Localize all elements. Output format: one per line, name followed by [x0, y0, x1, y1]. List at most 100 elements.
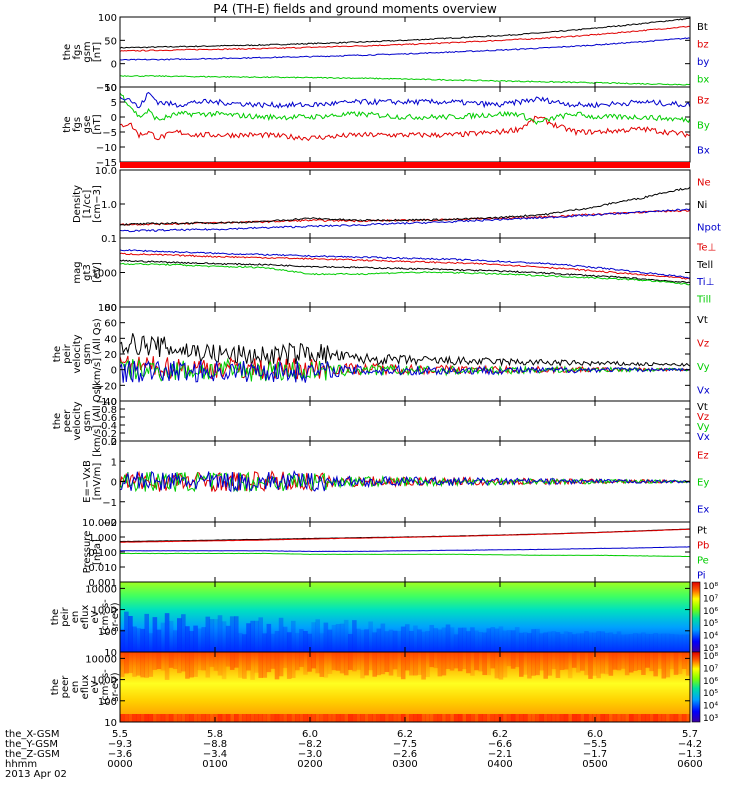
spectrogram-column — [514, 627, 520, 652]
colorbar-label: 10⁵ — [703, 689, 718, 699]
spectrogram-column — [510, 652, 516, 669]
spectrogram-column — [221, 652, 227, 680]
spectrogram-column — [238, 714, 243, 722]
spectrogram-column — [616, 652, 622, 671]
spectrogram-column — [633, 633, 638, 652]
x-tick-label: 5.8 — [207, 729, 223, 740]
spectrogram-column — [282, 652, 288, 668]
panel-frame — [119, 521, 691, 583]
spectrogram-column — [620, 714, 626, 722]
y-axis-label-line: eV — [90, 610, 101, 623]
y-axis-label-line: the — [50, 609, 61, 625]
data-gap-bar — [120, 162, 690, 168]
spectrogram-column — [555, 632, 561, 652]
spectrogram-column — [388, 714, 394, 722]
spectrogram-column — [519, 714, 524, 722]
spectrogram-column — [486, 628, 491, 652]
x-tick-label: 6.0 — [587, 729, 603, 740]
series-line-Bt — [119, 17, 691, 49]
spectrogram-column — [168, 620, 174, 652]
spectrogram-column — [368, 621, 373, 652]
y-tick-label: 1000 — [92, 606, 117, 617]
spectrogram-column — [523, 652, 528, 675]
spectrogram-column — [323, 622, 329, 652]
series-line-Tell — [119, 259, 691, 284]
y-axis-label-line: eflux — [80, 605, 91, 630]
spectrogram-column — [559, 652, 565, 671]
x-axis-row-label: the_Z-GSM — [5, 749, 60, 760]
spectrogram-column — [140, 628, 145, 652]
spectrogram-column — [608, 652, 614, 676]
spectrogram-column — [274, 652, 280, 680]
legend-Tell: Tell — [696, 260, 713, 271]
plot-title: P4 (TH-E) fields and ground moments over… — [213, 2, 497, 16]
y-tick-label: 10.000 — [82, 518, 117, 529]
y-tick-label: 0.0 — [101, 437, 117, 448]
series-line-Pt — [119, 528, 690, 543]
y-axis-label-line: peir — [62, 343, 73, 363]
legend-Bx: Bx — [697, 146, 710, 157]
spectrogram-column — [221, 621, 227, 652]
spectrogram-column — [193, 714, 198, 722]
x-tick-label: −8.8 — [203, 739, 227, 750]
spectrogram-column — [580, 633, 585, 652]
spectrogram-column — [392, 630, 398, 652]
spectrogram-column — [234, 652, 239, 668]
spectrogram-column — [189, 631, 194, 652]
spectrogram-column — [286, 632, 292, 652]
spectrogram-column — [417, 652, 422, 675]
spectrogram-column — [531, 714, 536, 722]
x-tick-label: 5.7 — [682, 729, 698, 740]
spectrogram-column — [262, 714, 268, 722]
spectrogram-column — [242, 714, 247, 722]
spectrogram-column — [592, 632, 597, 652]
legend-Vz: Vz — [697, 412, 709, 423]
spectrogram-column — [266, 714, 272, 722]
spectrogram-column — [453, 634, 459, 652]
spectrogram-column — [238, 633, 243, 652]
spectrogram-column — [559, 714, 565, 722]
spectrogram-column — [250, 620, 255, 652]
spectrogram-column — [299, 714, 304, 722]
spectrogram-column — [437, 714, 443, 722]
spectrogram-column — [685, 652, 691, 676]
legend-Vz: Vz — [697, 338, 709, 349]
x-axis-row-label: the_X-GSM — [5, 729, 59, 740]
spectrogram-column — [132, 714, 137, 722]
spectrogram-column — [148, 652, 154, 677]
spectrogram-column — [596, 714, 601, 722]
legend-Pt: Pt — [697, 526, 707, 537]
spectrogram-column — [254, 620, 259, 652]
spectrogram-column — [523, 714, 528, 722]
spectrogram-column — [567, 714, 573, 722]
spectrogram-column — [225, 714, 231, 722]
spectrogram-column — [209, 619, 215, 652]
spectrogram-column — [543, 714, 548, 722]
spectrogram-column — [392, 714, 398, 722]
y-tick-label: 10 — [104, 718, 117, 729]
x-tick-label: −3.6 — [108, 749, 132, 760]
legend-Te⊥: Te⊥ — [696, 243, 716, 254]
series-line-Npot — [119, 208, 691, 233]
spectrogram-column — [665, 633, 671, 652]
spectrogram-column — [217, 615, 223, 652]
colorbar-label: 10⁷ — [703, 594, 718, 604]
spectrogram-column — [563, 714, 569, 722]
spectrogram-column — [380, 623, 386, 652]
spectrogram-column — [478, 714, 483, 722]
spectrogram-column — [225, 625, 231, 652]
spectrogram-column — [413, 625, 418, 652]
spectrogram-column — [185, 652, 190, 679]
spectrogram-column — [152, 617, 158, 652]
spectrogram-column — [576, 714, 581, 722]
spectrogram-column — [291, 652, 296, 679]
spectrogram-column — [246, 652, 251, 671]
y-axis-label-line: [eV] — [92, 262, 103, 283]
y-tick-label: 0 — [111, 366, 117, 377]
legend-Ne: Ne — [697, 177, 711, 188]
y-tick-label: 0 — [111, 60, 117, 71]
spectrogram-column — [657, 652, 662, 669]
y-tick-label: 1 — [111, 457, 117, 468]
spectrogram-image — [120, 652, 690, 722]
x-tick-label: −3.0 — [298, 749, 322, 760]
